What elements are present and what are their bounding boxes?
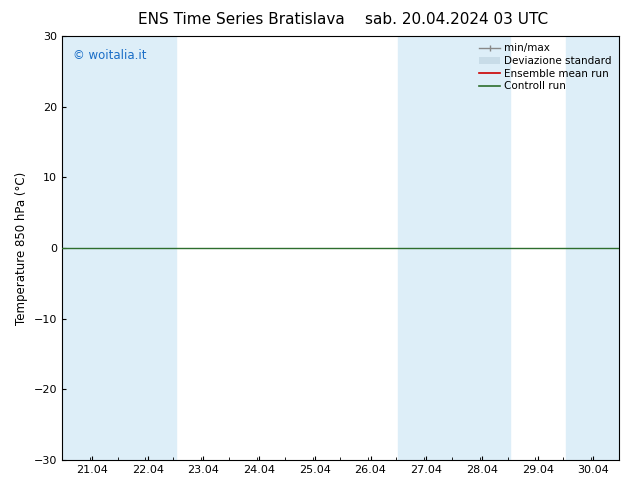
Bar bbox=[454, 36, 510, 460]
Bar bbox=[120, 36, 176, 460]
Legend: min/max, Deviazione standard, Ensemble mean run, Controll run: min/max, Deviazione standard, Ensemble m… bbox=[477, 41, 614, 93]
Bar bbox=[62, 36, 120, 460]
Text: © woitalia.it: © woitalia.it bbox=[73, 49, 146, 62]
Text: ENS Time Series Bratislava: ENS Time Series Bratislava bbox=[138, 12, 344, 27]
Text: sab. 20.04.2024 03 UTC: sab. 20.04.2024 03 UTC bbox=[365, 12, 548, 27]
Bar bbox=[566, 36, 619, 460]
Y-axis label: Temperature 850 hPa (°C): Temperature 850 hPa (°C) bbox=[15, 172, 28, 325]
Bar bbox=[398, 36, 454, 460]
